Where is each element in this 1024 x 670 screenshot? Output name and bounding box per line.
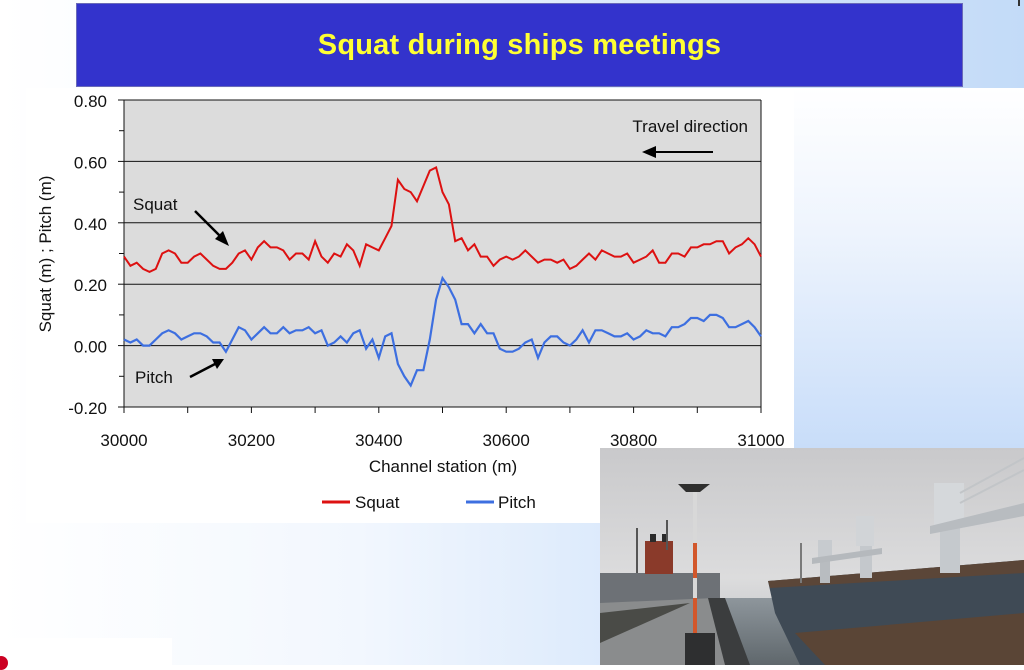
y-tick-labels: 0.80 0.60 0.40 0.20 0.00 -0.20 [68,92,107,418]
x-tick-label: 30600 [483,431,530,450]
x-tick-labels: 30000 30200 30400 30600 30800 31000 [100,431,784,450]
left-arrow-icon [642,146,713,158]
travel-direction-label: Travel direction [632,117,748,136]
slide-title: Squat during ships meetings [317,28,722,61]
slide-background-right [794,88,1024,448]
x-tick-label: 30200 [228,431,275,450]
pitch-series-line [123,275,762,388]
y-tick-label: 0.40 [74,215,107,234]
y-tick-label: 0.80 [74,92,107,111]
x-tick-label: 30800 [610,431,657,450]
pitch-arrow-icon [189,359,224,379]
corner-mark [1018,0,1020,6]
footer-logo-area [0,638,172,665]
x-tick-label: 30400 [355,431,402,450]
y-tick-label: 0.00 [74,338,107,357]
squat-series-line [123,166,762,274]
ship-meeting-photo [600,448,1024,665]
title-bar: Squat during ships meetings [76,3,963,87]
y-tick-label: 0.60 [74,153,107,172]
squat-arrow-icon [194,210,229,246]
y-axis-title: Squat (m) ; Pitch (m) [36,176,55,333]
x-tick-label: 31000 [737,431,784,450]
y-tick-label: 0.20 [74,276,107,295]
logo-icon [0,656,8,670]
legend-pitch-label: Pitch [498,493,536,512]
squat-annotation-label: Squat [133,195,178,214]
pitch-annotation-label: Pitch [135,368,173,387]
legend-squat-label: Squat [355,493,400,512]
x-axis-title: Channel station (m) [369,457,517,476]
y-tick-label: -0.20 [68,399,107,418]
legend: Squat Pitch [322,493,536,512]
x-tick-label: 30000 [100,431,147,450]
